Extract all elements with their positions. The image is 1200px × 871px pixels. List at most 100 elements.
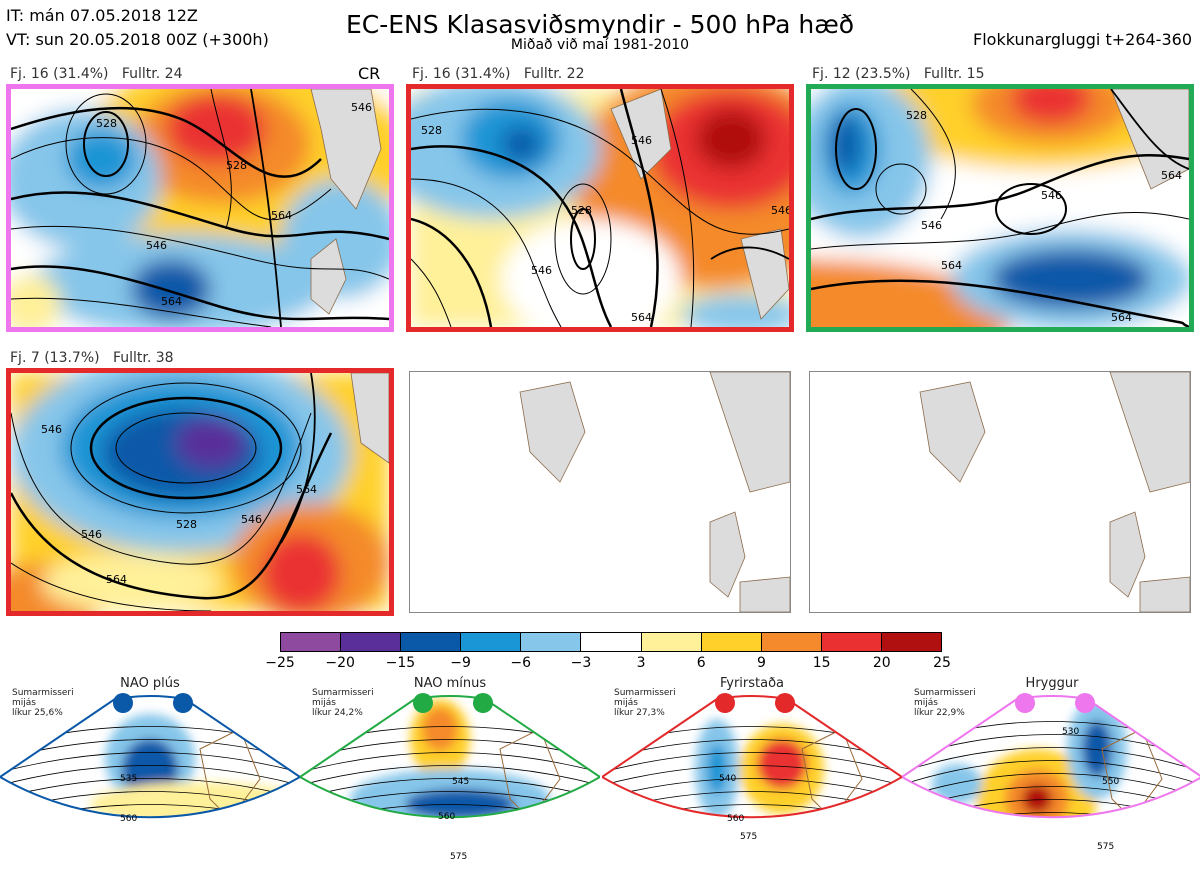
svg-text:546: 546 bbox=[41, 423, 62, 436]
svg-text:546: 546 bbox=[241, 513, 262, 526]
regime-contour-label: 575 bbox=[1097, 842, 1114, 852]
svg-text:528: 528 bbox=[176, 518, 197, 531]
regime-info-line: líkur 25,6% bbox=[12, 708, 63, 718]
svg-text:546: 546 bbox=[631, 134, 652, 147]
svg-text:546: 546 bbox=[81, 528, 102, 541]
regime-info: Sumarmisseri mijás líkur 25,6% bbox=[12, 688, 74, 718]
colorbar-tick-label: 15 bbox=[812, 655, 831, 671]
regime-info: Sumarmisseri mijás líkur 22,9% bbox=[914, 688, 976, 718]
colorbar-tick-label: −9 bbox=[450, 655, 471, 671]
regime-contour-label: 545 bbox=[452, 777, 469, 787]
regime-contour-label: 550 bbox=[1102, 777, 1119, 787]
regime-info-line: Sumarmisseri bbox=[914, 688, 976, 698]
svg-text:564: 564 bbox=[271, 209, 292, 222]
regime-marker-dot bbox=[715, 693, 735, 713]
regime-info-line: mijás bbox=[12, 698, 36, 708]
regime-name: NAO mínus bbox=[413, 676, 487, 691]
valid-time-label: VT: sun 20.05.2018 00Z (+300h) bbox=[6, 30, 269, 49]
regime-name: NAO plús bbox=[120, 676, 180, 691]
panel-2-label: Fj. 16 (31.4%) Fulltr. 22 bbox=[412, 66, 585, 82]
regime-map: 535 560 bbox=[0, 695, 300, 824]
svg-text:528: 528 bbox=[906, 109, 927, 122]
regime-info-line: mijás bbox=[312, 698, 336, 708]
colorbar-tick-label: 20 bbox=[872, 655, 891, 671]
regime-info-line: Sumarmisseri bbox=[614, 688, 676, 698]
land-outlines bbox=[310, 89, 382, 315]
colorbar-tick-label: −25 bbox=[265, 655, 295, 671]
panel-3-label: Fj. 12 (23.5%) Fulltr. 15 bbox=[812, 66, 985, 82]
svg-text:564: 564 bbox=[1161, 169, 1182, 182]
cluster-map-1: 546 528 528 546 564 564 bbox=[6, 84, 394, 332]
contour-labels: 546 528 546 564 564 546 bbox=[41, 423, 317, 586]
panel-4-label: Fj. 7 (13.7%) Fulltr. 38 bbox=[10, 350, 174, 366]
colorbar-swatch bbox=[461, 633, 522, 651]
svg-text:564: 564 bbox=[161, 295, 182, 308]
regime-marker-dot bbox=[173, 693, 193, 713]
colorbar-tick-label: −6 bbox=[510, 655, 532, 671]
regime-info-line: mijás bbox=[914, 698, 938, 708]
colorbar-swatch bbox=[281, 633, 342, 651]
regime-marker-dot bbox=[775, 693, 795, 713]
colorbar-tick-label: −15 bbox=[385, 655, 416, 671]
regime-marker-dot bbox=[1015, 693, 1035, 713]
colorbar-tick-label: −3 bbox=[570, 655, 592, 671]
height-contours bbox=[411, 89, 789, 327]
regime-info-line: líkur 24,2% bbox=[312, 708, 363, 718]
svg-text:546: 546 bbox=[1041, 189, 1062, 202]
page-subtitle: Miðað við maí 1981-2010 bbox=[510, 37, 690, 53]
colorbar-swatch bbox=[821, 633, 882, 651]
contour-labels: 528 546 546 564 564 564 bbox=[906, 109, 1182, 324]
svg-text:564: 564 bbox=[941, 259, 962, 272]
regime-name: Fyrirstaða bbox=[719, 676, 785, 691]
svg-text:528: 528 bbox=[571, 204, 592, 217]
regime-map: 540 560 575 bbox=[602, 695, 902, 842]
height-contours bbox=[11, 373, 333, 611]
regime-contour-label: 540 bbox=[719, 774, 736, 784]
anomaly-shading bbox=[411, 89, 789, 327]
colorbar-swatch bbox=[881, 633, 942, 651]
colorbar-swatch bbox=[701, 633, 762, 651]
svg-text:546: 546 bbox=[921, 219, 942, 232]
classification-window-label: Flokkunargluggi t+264-360 bbox=[973, 30, 1192, 49]
colorbar-swatch bbox=[341, 633, 402, 651]
initial-time-label: IT: mán 07.05.2018 12Z bbox=[6, 6, 198, 25]
empty-map-5 bbox=[409, 371, 791, 613]
regime-info: Sumarmisseri mijás líkur 24,2% bbox=[312, 688, 374, 718]
regime-marker-dot bbox=[1075, 693, 1095, 713]
panel-1-tag: CR bbox=[358, 64, 381, 83]
svg-text:546: 546 bbox=[771, 204, 789, 217]
colorbar-swatch bbox=[641, 633, 702, 651]
colorbar-swatch bbox=[761, 633, 822, 651]
regime-marker-dot bbox=[413, 693, 433, 713]
colorbar-swatch bbox=[401, 633, 462, 651]
regime-info: Sumarmisseri mijás líkur 27,3% bbox=[614, 688, 676, 718]
svg-text:528: 528 bbox=[421, 124, 442, 137]
page-title: EC-ENS Klasasviðsmyndir - 500 hPa hæð bbox=[345, 10, 855, 39]
contour-labels: 546 528 528 546 564 564 bbox=[96, 101, 372, 308]
regime-contour-label: 560 bbox=[438, 812, 455, 822]
svg-text:546: 546 bbox=[531, 264, 552, 277]
regime-contour-label: 530 bbox=[1062, 727, 1079, 737]
empty-map-6 bbox=[809, 371, 1191, 613]
svg-text:564: 564 bbox=[1111, 311, 1132, 324]
regime-name: Hryggur bbox=[1025, 676, 1079, 691]
svg-text:528: 528 bbox=[226, 159, 247, 172]
colorbar-tick-label: 9 bbox=[756, 655, 766, 671]
colorbar-tick-label: −20 bbox=[325, 655, 355, 671]
svg-text:546: 546 bbox=[146, 239, 167, 252]
regime-info-line: Sumarmisseri bbox=[312, 688, 374, 698]
colorbar-swatch bbox=[581, 633, 642, 651]
svg-text:564: 564 bbox=[296, 483, 317, 496]
svg-text:546: 546 bbox=[351, 101, 372, 114]
svg-text:528: 528 bbox=[96, 117, 117, 130]
colorbar bbox=[280, 632, 942, 652]
cluster-map-3: 528 546 546 564 564 564 bbox=[806, 84, 1194, 332]
cluster-map-4: 546 528 546 564 564 546 bbox=[6, 368, 394, 616]
regime-contour-label: 535 bbox=[120, 774, 137, 784]
regime-map: 530 550 575 bbox=[902, 695, 1200, 852]
colorbar-tick-label: 3 bbox=[636, 655, 646, 671]
svg-text:564: 564 bbox=[106, 573, 127, 586]
regime-marker-dot bbox=[473, 693, 493, 713]
anomaly-shading bbox=[811, 89, 1189, 327]
regime-info-line: líkur 27,3% bbox=[614, 708, 665, 718]
